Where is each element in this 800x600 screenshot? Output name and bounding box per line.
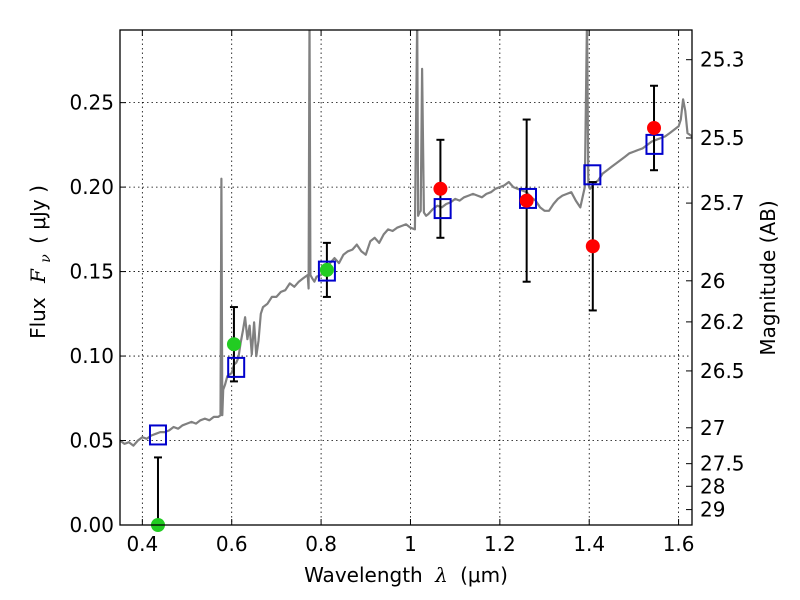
magnitude-tick-label: 27.5 (700, 452, 745, 476)
x-tick-label: 1.6 (663, 532, 695, 556)
synthetic-photometry-square (148, 424, 167, 446)
nir-photometry-point (519, 193, 534, 208)
x-axis-ticks: 0.4 0.6 0.8 1 1.2 1.4 1.6 (126, 30, 695, 556)
y-tick-label: 0.15 (69, 260, 114, 284)
x-tick-label: 0.8 (305, 532, 337, 556)
y-tick-label: 0.05 (69, 429, 114, 453)
gridlines (120, 30, 692, 525)
x-tick-label: 1.4 (573, 532, 605, 556)
magnitude-tick-label: 25.7 (700, 191, 745, 215)
y-axis-ticks: 0.00 0.05 0.10 0.15 0.20 0.25 (69, 91, 126, 537)
spectrum-layer (120, 30, 692, 447)
y-tick-label: 0.25 (69, 91, 114, 115)
magnitude-tick-label: 26 (700, 269, 725, 293)
spectrum-line (120, 30, 692, 447)
synthetic-photometry-square (433, 198, 452, 220)
magnitude-axis-label: Magnitude (AB) (756, 200, 780, 355)
magnitude-tick-label: 25.5 (700, 126, 745, 150)
optical-photometry-point (226, 337, 241, 352)
magnitude-tick-label: 27 (700, 416, 725, 440)
magnitude-tick-label: 29 (700, 498, 725, 522)
magnitude-tick-label: 26.2 (700, 310, 745, 334)
nir-photometry-point (433, 181, 448, 196)
synthetic-photometry-square (583, 164, 602, 186)
x-tick-label: 1 (404, 532, 417, 556)
nir-photometry-point (585, 239, 600, 254)
y-tick-label: 0.10 (69, 344, 114, 368)
optical-photometry-point (319, 262, 334, 277)
marker-layer (148, 120, 664, 532)
magnitude-tick-label: 25.3 (700, 48, 745, 72)
synthetic-photometry-square (518, 187, 537, 209)
synthetic-photometry-square (317, 260, 336, 282)
x-tick-label: 0.6 (216, 532, 248, 556)
y-tick-label: 0.20 (69, 175, 114, 199)
x-tick-label: 1.2 (484, 532, 516, 556)
magnitude-tick-label: 26.5 (700, 359, 745, 383)
nir-photometry-point (647, 120, 662, 135)
y-tick-label: 0.00 (69, 513, 114, 537)
x-axis-label: Wavelength λ (μm) (304, 563, 508, 587)
synthetic-photometry-square (227, 356, 246, 378)
plot-frame (119, 29, 693, 526)
y-axis-label: Flux F ν ( μJy ) (26, 185, 55, 339)
magnitude-tick-label: 28 (700, 474, 725, 498)
x-tick-label: 0.4 (126, 532, 158, 556)
